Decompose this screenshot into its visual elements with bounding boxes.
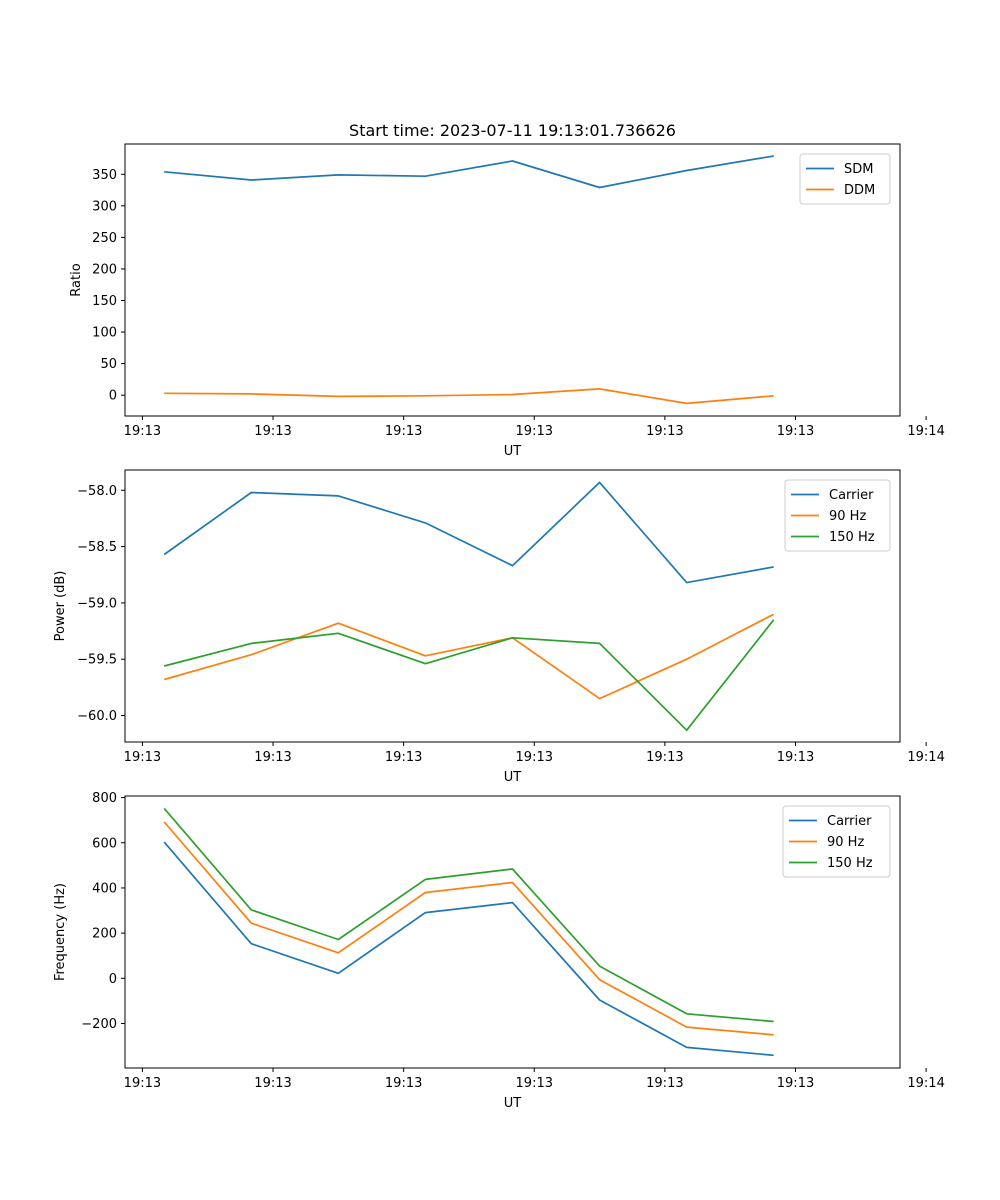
x-tick-label: 19:13 [516,1076,553,1091]
axes-frame [124,143,901,417]
axes-frame [124,795,901,1069]
chart-3: 19:13 19:13 19:13 19:13 19:13 19:13 19:14 −200 0… [53,791,945,1111]
y-tick-label: 50 [100,357,117,372]
legend-label: 150 Hz [827,856,873,871]
legend-label: Carrier [827,814,872,829]
legend-box [782,805,891,878]
x-tick-label: 19:13 [254,750,291,765]
legend-label: 90 Hz [829,509,866,524]
x-tick-label: 19:13 [254,424,291,439]
y-tick-label: 800 [92,791,117,806]
y-axis-label: Power (dB) [53,571,68,642]
x-tick-label: 19:13 [646,750,683,765]
y-tick-label: 100 [92,326,117,341]
x-axis-label: UT [504,1096,522,1111]
y-tick-label: 300 [92,199,117,214]
y-tick-label: 600 [92,836,117,851]
x-tick-label: 19:13 [646,1076,683,1091]
y-tick-label: −58.5 [77,540,117,555]
x-tick-label: 19:13 [777,424,814,439]
x-tick-label: 19:13 [777,750,814,765]
y-tick-label: −59.0 [77,596,117,611]
legend: Carrier 90 Hz 150 Hz [784,479,891,552]
series-line-90-hz [163,613,775,700]
x-tick-label: 19:13 [254,1076,291,1091]
y-tick-label: 400 [92,881,117,896]
y-tick-label: 200 [92,262,117,277]
series-line-carrier [163,481,774,584]
series-line-150-hz [163,619,775,732]
chart-1: Start time: 2023-07-11 19:13:01.736626 19… [69,121,945,459]
x-tick-label: 19:13 [777,1076,814,1091]
x-tick-label: 19:14 [907,1076,944,1091]
legend-box [784,479,891,552]
x-tick-label: 19:13 [385,1076,422,1091]
series-line-carrier [163,841,774,1057]
y-tick-label: 250 [92,231,117,246]
x-tick-label: 19:13 [124,750,161,765]
x-tick-label: 19:13 [516,750,553,765]
series-line-sdm [164,155,774,189]
chart-title: Start time: 2023-07-11 19:13:01.736626 [349,121,676,140]
axes-frame [124,469,901,743]
y-tick-label: −58.0 [77,484,117,499]
y-tick-label: 150 [92,294,117,309]
legend-box [799,153,891,205]
series-line-ddm [164,388,774,405]
legend: SDM DDM [799,153,891,205]
legend-label: 90 Hz [827,835,864,850]
y-tick-label: 0 [109,972,117,987]
x-tick-label: 19:13 [516,424,553,439]
y-axis-label: Ratio [69,263,84,296]
charts: Start time: 2023-07-11 19:13:01.736626 19… [53,121,945,1111]
x-tick-label: 19:14 [907,750,944,765]
y-tick-label: 0 [109,389,117,404]
legend: Carrier 90 Hz 150 Hz [782,805,891,878]
x-axis-label: UT [504,770,522,785]
chart-2: 19:13 19:13 19:13 19:13 19:13 19:13 19:14 −60.0… [53,469,945,785]
x-tick-label: 19:13 [385,750,422,765]
legend-label: 150 Hz [829,530,875,545]
y-tick-label: −59.5 [77,653,117,668]
y-axis-label: Frequency (Hz) [53,883,68,981]
x-tick-label: 19:14 [907,424,944,439]
legend-label: SDM [844,162,873,177]
x-axis-label: UT [504,444,522,459]
legend-label: DDM [844,183,875,198]
x-tick-label: 19:13 [124,1076,161,1091]
series-line-150-hz [163,807,774,1023]
y-tick-label: −200 [81,1017,117,1032]
y-tick-label: −60.0 [77,709,117,724]
legend-label: Carrier [829,488,874,503]
x-tick-label: 19:13 [385,424,422,439]
y-tick-label: 350 [92,168,117,183]
x-tick-label: 19:13 [124,424,161,439]
series-line-90-hz [163,821,774,1036]
y-tick-label: 200 [92,927,117,942]
x-tick-label: 19:13 [646,424,683,439]
